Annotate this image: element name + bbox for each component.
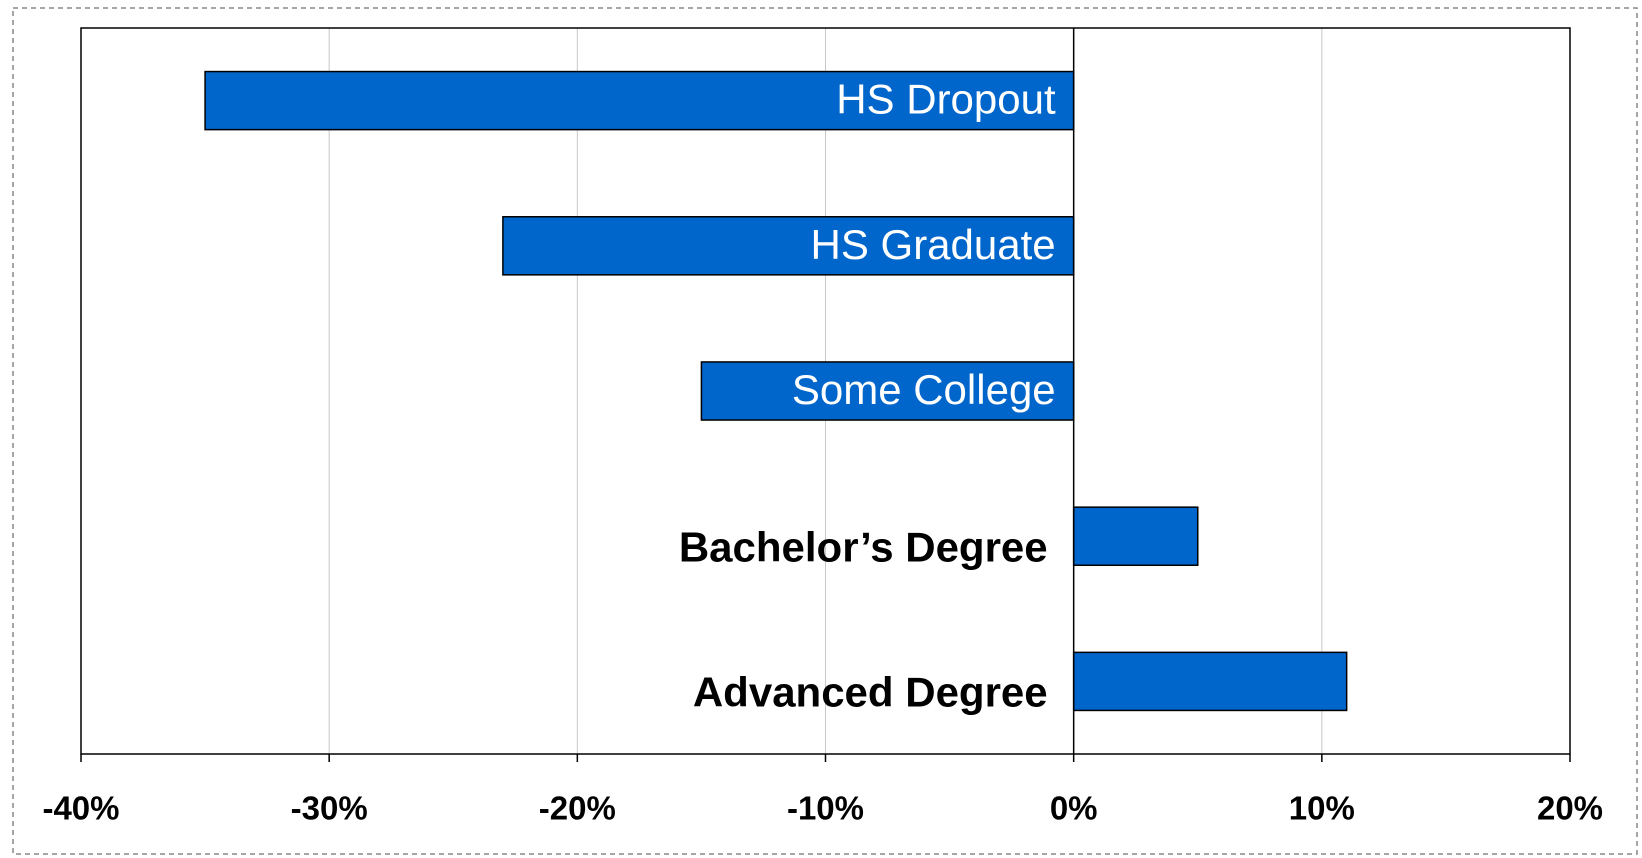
x-tick-label: -20% [539, 790, 616, 827]
category-label: Bachelor’s Degree [679, 523, 1048, 570]
bar [700, 361, 1075, 421]
x-tick-label: -30% [291, 790, 368, 827]
x-tick-label: -40% [42, 790, 119, 827]
category-label: Advanced Degree [693, 668, 1048, 715]
category-label: HS Dropout [836, 76, 1056, 123]
x-tick-label: 0% [1050, 790, 1098, 827]
x-tick-label: -10% [787, 790, 864, 827]
x-tick-label: 20% [1537, 790, 1603, 827]
plot-border [80, 27, 1571, 755]
bar [502, 216, 1075, 276]
bar [1072, 506, 1199, 566]
x-tick-label: 10% [1289, 790, 1355, 827]
bar [204, 70, 1075, 131]
frame [12, 7, 1638, 855]
bar [1072, 651, 1348, 712]
category-label: HS Graduate [811, 221, 1056, 268]
category-label: Some College [792, 366, 1056, 413]
